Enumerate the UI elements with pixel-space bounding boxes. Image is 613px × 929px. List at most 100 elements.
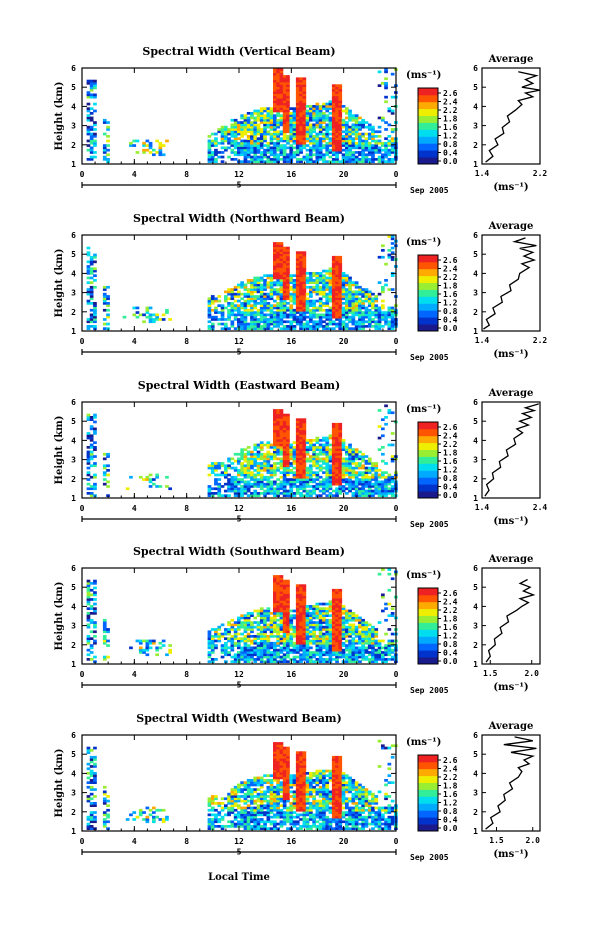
heatmap-cell bbox=[269, 137, 274, 140]
heatmap-cell bbox=[243, 637, 248, 640]
heatmap-cell bbox=[233, 315, 238, 319]
heatmap-cell bbox=[240, 281, 244, 284]
heatmap-cell bbox=[354, 452, 359, 456]
y-tick-label: 3 bbox=[71, 289, 76, 298]
heatmap-cell bbox=[348, 139, 352, 143]
heatmap-cell bbox=[240, 318, 244, 321]
heatmap-cell bbox=[286, 153, 290, 157]
heatmap-cell bbox=[384, 462, 388, 465]
heatmap-cell bbox=[246, 494, 251, 497]
heatmap-cell bbox=[224, 489, 228, 493]
heatmap-cell bbox=[318, 448, 323, 451]
heatmap-cell bbox=[152, 478, 156, 481]
heatmap-cell bbox=[341, 320, 346, 324]
heatmap-cell bbox=[286, 436, 290, 440]
heatmap-cell bbox=[322, 466, 326, 470]
heatmap-cell bbox=[315, 446, 320, 449]
heatmap-cell bbox=[86, 637, 91, 640]
heatmap-cell bbox=[387, 320, 392, 324]
heatmap-cell bbox=[246, 297, 251, 301]
heatmap-cell bbox=[377, 487, 382, 491]
heatmap-cell bbox=[331, 128, 336, 131]
heatmap-cell bbox=[309, 612, 313, 615]
heatmap-cell bbox=[106, 639, 110, 643]
colorbar-unit: (ms⁻¹) bbox=[406, 404, 441, 415]
heatmap-cell bbox=[276, 418, 280, 421]
heatmap-cell bbox=[302, 459, 307, 463]
heatmap-cell bbox=[315, 105, 320, 108]
heatmap-cell bbox=[322, 602, 326, 606]
heatmap-cell bbox=[102, 292, 107, 296]
heatmap-cell bbox=[289, 457, 294, 461]
heatmap-cell bbox=[305, 320, 310, 324]
heatmap-cell bbox=[86, 591, 91, 594]
heatmap-cell bbox=[259, 139, 264, 143]
heatmap-cell bbox=[276, 86, 280, 90]
heatmap-cell bbox=[361, 304, 365, 307]
heatmap-cell bbox=[273, 602, 277, 606]
heatmap-cell bbox=[361, 153, 365, 157]
heatmap-cell bbox=[253, 462, 258, 465]
heatmap-cell bbox=[338, 274, 343, 277]
colorbar-tick-label: 1.2 bbox=[443, 132, 458, 141]
colorbar-segment bbox=[418, 282, 438, 290]
heatmap-cell bbox=[305, 441, 310, 444]
heatmap-cell bbox=[322, 288, 326, 291]
heatmap-cell bbox=[273, 72, 277, 76]
heatmap-cell bbox=[384, 86, 388, 90]
heatmap-cell bbox=[331, 494, 336, 497]
heatmap-cell bbox=[273, 242, 277, 245]
heatmap-cell bbox=[86, 450, 91, 454]
heatmap-cell bbox=[132, 313, 137, 317]
heatmap-cell bbox=[273, 618, 277, 622]
heatmap-cell bbox=[269, 660, 274, 663]
heatmap-cell bbox=[266, 614, 271, 617]
heatmap-cell bbox=[207, 306, 212, 310]
heatmap-cell bbox=[250, 146, 254, 150]
heatmap-cell bbox=[246, 299, 251, 303]
heatmap-cell bbox=[302, 443, 307, 447]
heatmap-cell bbox=[246, 130, 251, 134]
heatmap-cell bbox=[217, 304, 222, 307]
heatmap-cell bbox=[331, 653, 336, 657]
heatmap-cell bbox=[338, 118, 343, 122]
heatmap-cell bbox=[302, 429, 307, 433]
heatmap-cell bbox=[315, 639, 320, 643]
heatmap-cell bbox=[299, 625, 303, 629]
heatmap-cell bbox=[305, 116, 310, 120]
heatmap-cell bbox=[331, 459, 336, 463]
heatmap-cell bbox=[282, 425, 287, 428]
heatmap-cell bbox=[292, 121, 297, 124]
heatmap-cell bbox=[325, 641, 330, 645]
heatmap-cell bbox=[230, 475, 235, 479]
heatmap-cell bbox=[227, 292, 231, 296]
heatmap-cell bbox=[230, 644, 235, 647]
heatmap-cell bbox=[289, 135, 294, 138]
heatmap-cell bbox=[299, 478, 303, 481]
heatmap-cell bbox=[367, 457, 372, 461]
heatmap-cell bbox=[302, 462, 307, 465]
heatmap-cell bbox=[240, 123, 244, 127]
heatmap-cell bbox=[273, 429, 277, 433]
heatmap-cell bbox=[246, 635, 251, 638]
heatmap-cell bbox=[279, 462, 284, 465]
heatmap-cell bbox=[256, 141, 261, 145]
heatmap-cell bbox=[295, 160, 300, 163]
heatmap-cell bbox=[302, 77, 307, 81]
heatmap-cell bbox=[358, 146, 362, 150]
heatmap-cell bbox=[220, 308, 225, 312]
heatmap-cell bbox=[384, 322, 388, 326]
heatmap-cell bbox=[282, 279, 287, 282]
heatmap-cell bbox=[299, 251, 303, 254]
heatmap-cell bbox=[299, 281, 303, 284]
heatmap-cell bbox=[279, 105, 284, 108]
heatmap-cell bbox=[289, 311, 294, 314]
heatmap-cell bbox=[286, 457, 290, 461]
heatmap-cell bbox=[354, 114, 359, 117]
heatmap-cell bbox=[263, 612, 267, 615]
heatmap-cell bbox=[263, 478, 267, 481]
heatmap-cell bbox=[217, 299, 222, 303]
heatmap-cell bbox=[390, 146, 395, 150]
heatmap-cell bbox=[335, 288, 339, 291]
heatmap-cell bbox=[305, 155, 310, 159]
